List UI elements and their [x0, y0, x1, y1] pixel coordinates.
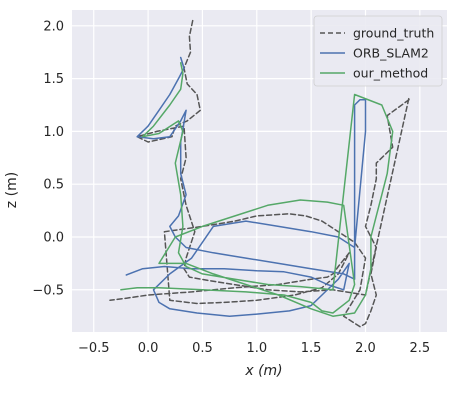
- y-tick-label: 1.5: [43, 72, 64, 87]
- x-tick-label: 2.0: [355, 341, 376, 356]
- y-tick-label: −0.5: [32, 283, 64, 298]
- y-tick-label: 0.0: [43, 230, 64, 245]
- legend-label: our_method: [353, 66, 428, 81]
- y-tick-label: 2.0: [43, 19, 64, 34]
- series-layer: [109, 19, 410, 328]
- x-tick-label: −0.5: [78, 341, 110, 356]
- y-tick-labels: −0.5 0.0 0.5 1.0 1.5 2.0: [32, 19, 64, 298]
- y-axis-label: z (m): [4, 172, 20, 208]
- series-line-ground-truth: [109, 19, 410, 328]
- x-axis-label: x (m): [244, 363, 282, 379]
- x-tick-label: 2.5: [409, 341, 430, 356]
- legend-label: ground_truth: [353, 26, 434, 41]
- legend-label: ORB_SLAM2: [353, 46, 429, 61]
- legend: ground_truth ORB_SLAM2 our_method: [313, 15, 443, 87]
- x-tick-label: 0.5: [192, 341, 213, 356]
- y-tick-label: 1.0: [43, 125, 64, 140]
- series-line-orb-slam2: [125, 56, 367, 317]
- x-tick-labels: −0.5 0.0 0.5 1.0 1.5 2.0 2.5: [78, 341, 430, 356]
- legend-box: [313, 15, 443, 87]
- x-tick-label: 1.5: [301, 341, 322, 356]
- x-tick-label: 1.0: [246, 341, 267, 356]
- series-line-our-method: [120, 62, 394, 317]
- x-tick-label: 0.0: [138, 341, 159, 356]
- y-tick-label: 0.5: [43, 178, 64, 193]
